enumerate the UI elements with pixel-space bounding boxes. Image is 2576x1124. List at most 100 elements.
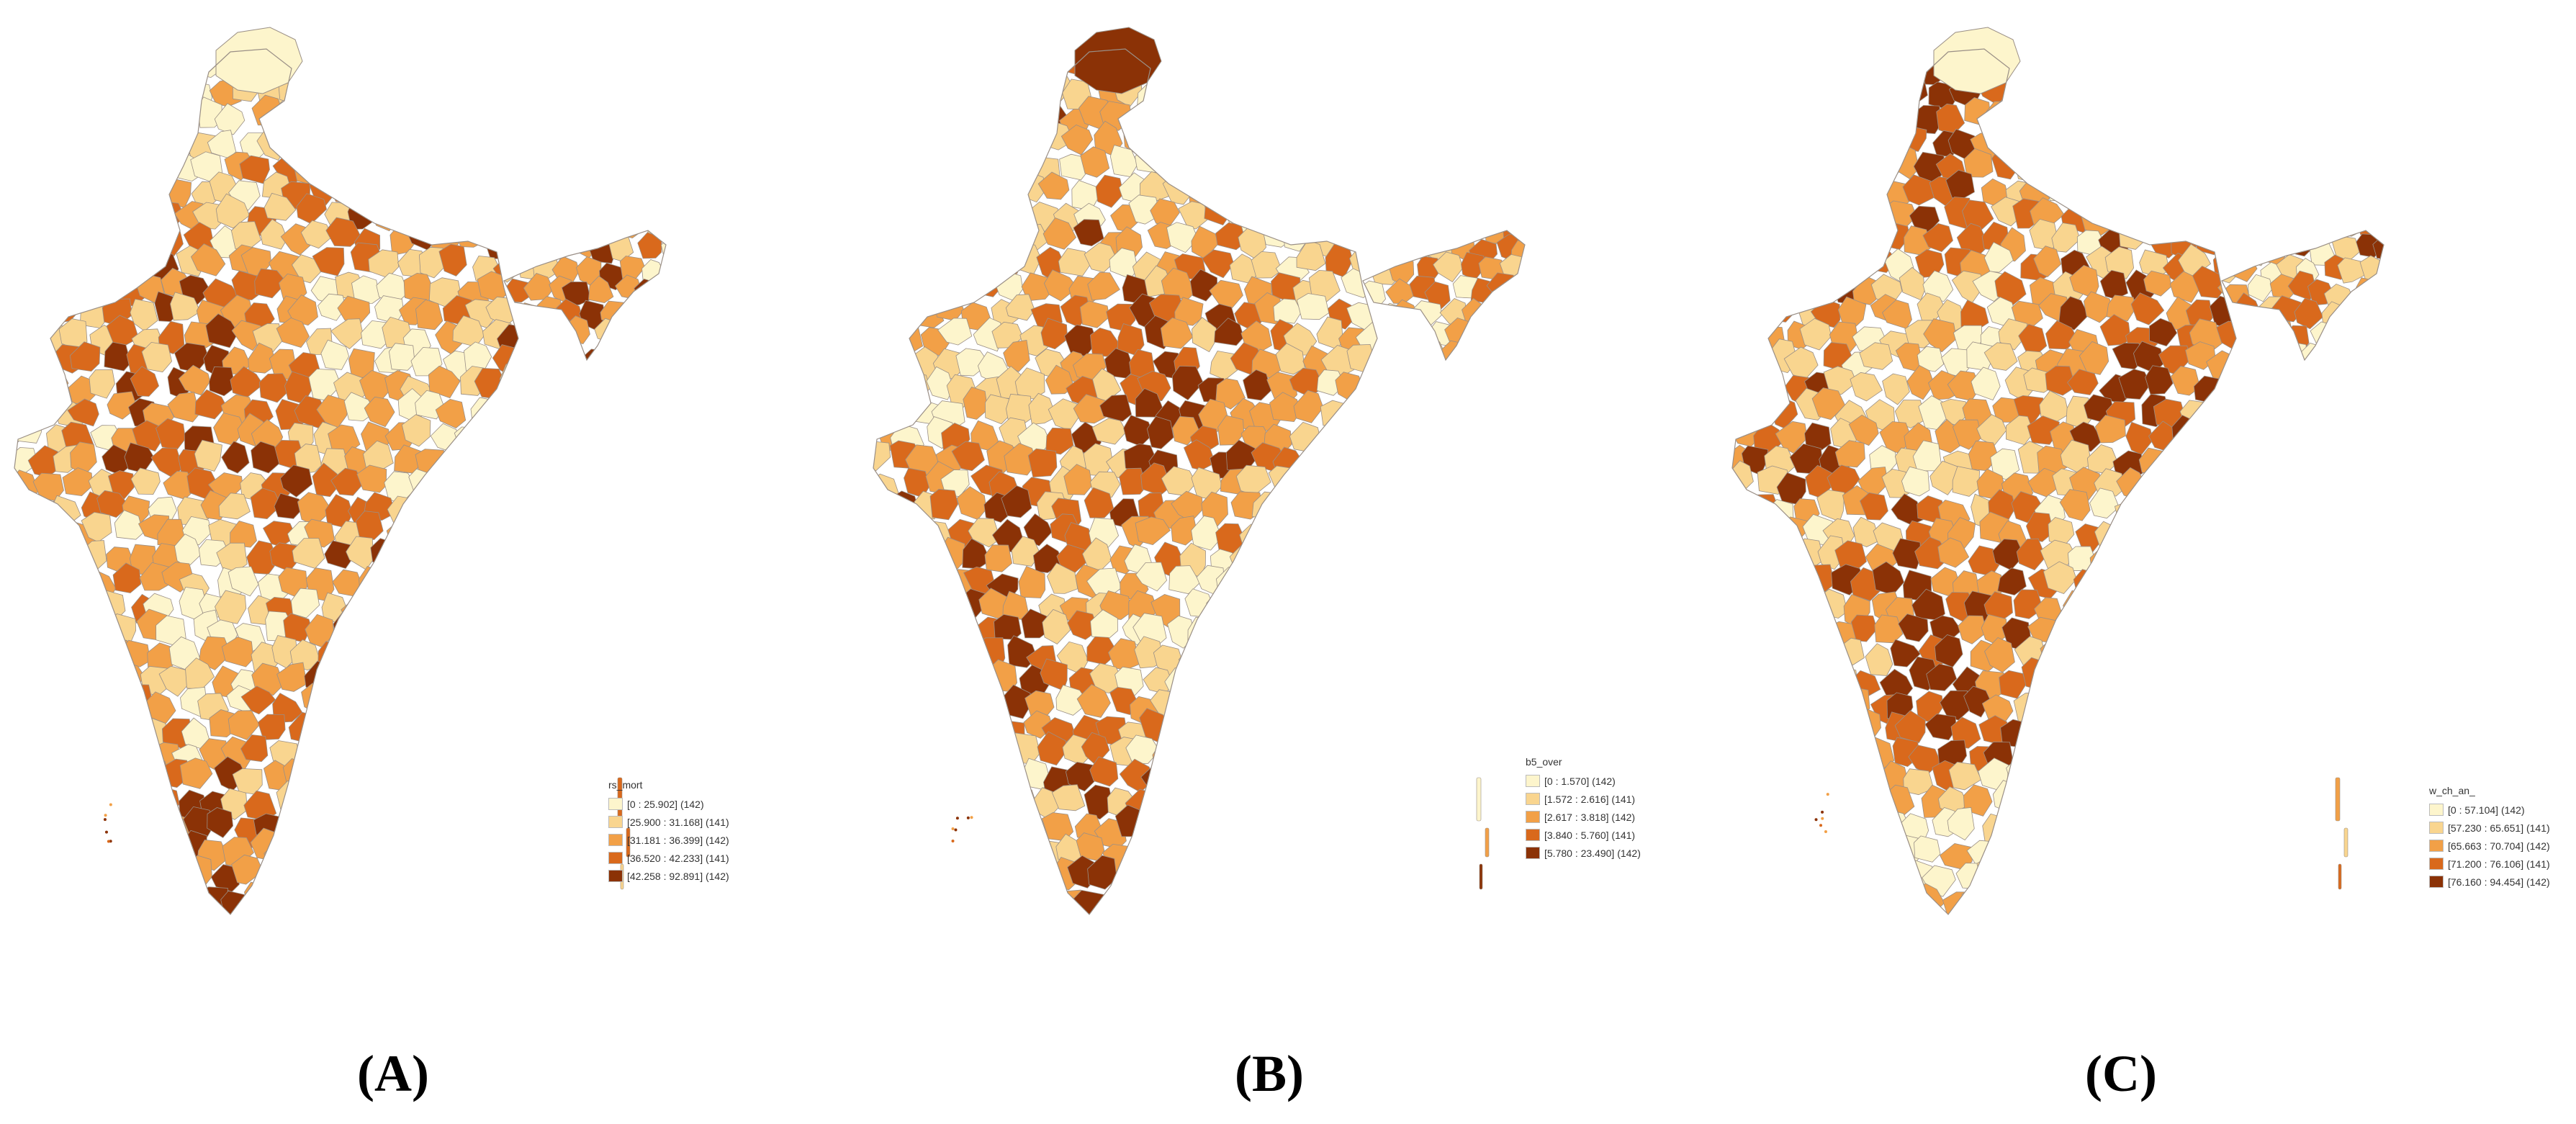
district-polygon (145, 104, 179, 135)
district-polygon (1330, 644, 1359, 675)
district-polygon (128, 50, 156, 83)
district-polygon (114, 510, 144, 540)
legend-item-3: [65.663 : 70.704] (142) (2429, 837, 2550, 855)
district-polygon (2251, 179, 2281, 209)
district-polygon (65, 181, 96, 212)
district-polygon (1203, 49, 1237, 76)
district-polygon (2070, 719, 2104, 748)
district-polygon (937, 318, 973, 346)
district-polygon (1749, 229, 1784, 261)
district-polygon (928, 793, 960, 822)
district-polygon (14, 78, 24, 105)
district-polygon (874, 611, 905, 643)
district-polygon (647, 295, 666, 322)
district-polygon (2336, 305, 2364, 333)
district-polygon (32, 567, 60, 595)
district-polygon (1277, 547, 1308, 574)
district-polygon (1776, 760, 1806, 788)
district-polygon (873, 441, 891, 472)
district-polygon (937, 536, 965, 572)
district-polygon (2269, 612, 2302, 647)
district-polygon (976, 810, 1007, 840)
district-polygon (2276, 465, 2305, 494)
map-panel-a: rs_mort [0 : 25.902] (142) [25.900 : 31.… (0, 0, 858, 1124)
district-polygon (285, 130, 316, 162)
district-polygon (1718, 837, 1731, 869)
district-polygon (2059, 489, 2091, 521)
district-polygon (859, 194, 863, 223)
district-polygon (2334, 322, 2359, 351)
island-dot (966, 816, 970, 819)
district-polygon (20, 202, 53, 233)
district-polygon (1217, 758, 1252, 790)
district-polygon (1408, 76, 1436, 105)
island-dot (951, 827, 955, 830)
district-polygon (1732, 169, 1744, 199)
district-polygon (2089, 879, 2120, 909)
district-polygon (515, 842, 518, 874)
district-polygon (2264, 203, 2291, 235)
legend-item-5: [42.258 : 92.891] (142) (608, 867, 729, 885)
district-polygon (1718, 296, 1721, 328)
district-polygon (359, 128, 390, 158)
district-polygon (1010, 732, 1041, 765)
district-polygon (1522, 344, 1525, 360)
district-polygon (1027, 448, 1058, 478)
district-polygon (934, 202, 961, 232)
district-polygon (1539, 274, 1566, 302)
district-polygon (1983, 342, 2018, 371)
district-polygon (1796, 56, 1827, 83)
district-polygon (214, 103, 246, 135)
district-polygon (90, 718, 122, 750)
district-polygon (289, 639, 322, 671)
district-polygon (2014, 150, 2043, 182)
district-polygon (2068, 638, 2097, 669)
district-polygon (1773, 49, 1804, 52)
district-polygon (1176, 739, 1207, 773)
district-polygon (251, 441, 282, 474)
district-polygon (83, 660, 115, 693)
district-polygon (2139, 585, 2171, 619)
district-polygon (2143, 270, 2172, 297)
district-polygon (14, 221, 44, 256)
district-polygon (951, 441, 985, 472)
district-polygon (2217, 559, 2236, 591)
district-polygon (1385, 227, 1412, 254)
district-polygon (1775, 265, 1809, 297)
district-polygon (395, 881, 427, 913)
district-polygon (0, 739, 1, 766)
district-polygon (512, 230, 535, 244)
district-polygon (551, 122, 583, 152)
district-polygon (14, 498, 35, 526)
district-polygon (1135, 143, 1163, 174)
district-polygon (1269, 663, 1297, 693)
district-polygon (2238, 884, 2267, 916)
district-polygon (1372, 592, 1377, 621)
district-polygon (859, 834, 863, 864)
district-polygon (338, 685, 370, 713)
district-polygon (2095, 49, 2124, 55)
district-polygon (1289, 421, 1322, 453)
district-polygon (506, 177, 518, 207)
district-polygon (1718, 97, 1727, 128)
district-polygon (97, 636, 129, 664)
district-polygon (350, 153, 383, 182)
district-polygon (2014, 101, 2043, 132)
district-polygon (873, 831, 892, 862)
district-polygon (19, 616, 50, 647)
district-polygon (2144, 662, 2174, 696)
district-polygon (431, 513, 464, 545)
district-polygon (1878, 49, 1911, 63)
district-polygon (881, 49, 912, 80)
district-polygon (1842, 882, 1874, 912)
district-polygon (264, 885, 293, 914)
district-polygon (1287, 562, 1317, 596)
district-polygon (1160, 317, 1194, 349)
district-polygon (14, 472, 23, 506)
district-polygon (873, 315, 876, 345)
district-polygon (0, 541, 6, 572)
district-polygon (2266, 763, 2300, 796)
district-polygon (2233, 689, 2236, 719)
district-polygon (1865, 791, 1896, 820)
district-polygon (1752, 708, 1783, 739)
